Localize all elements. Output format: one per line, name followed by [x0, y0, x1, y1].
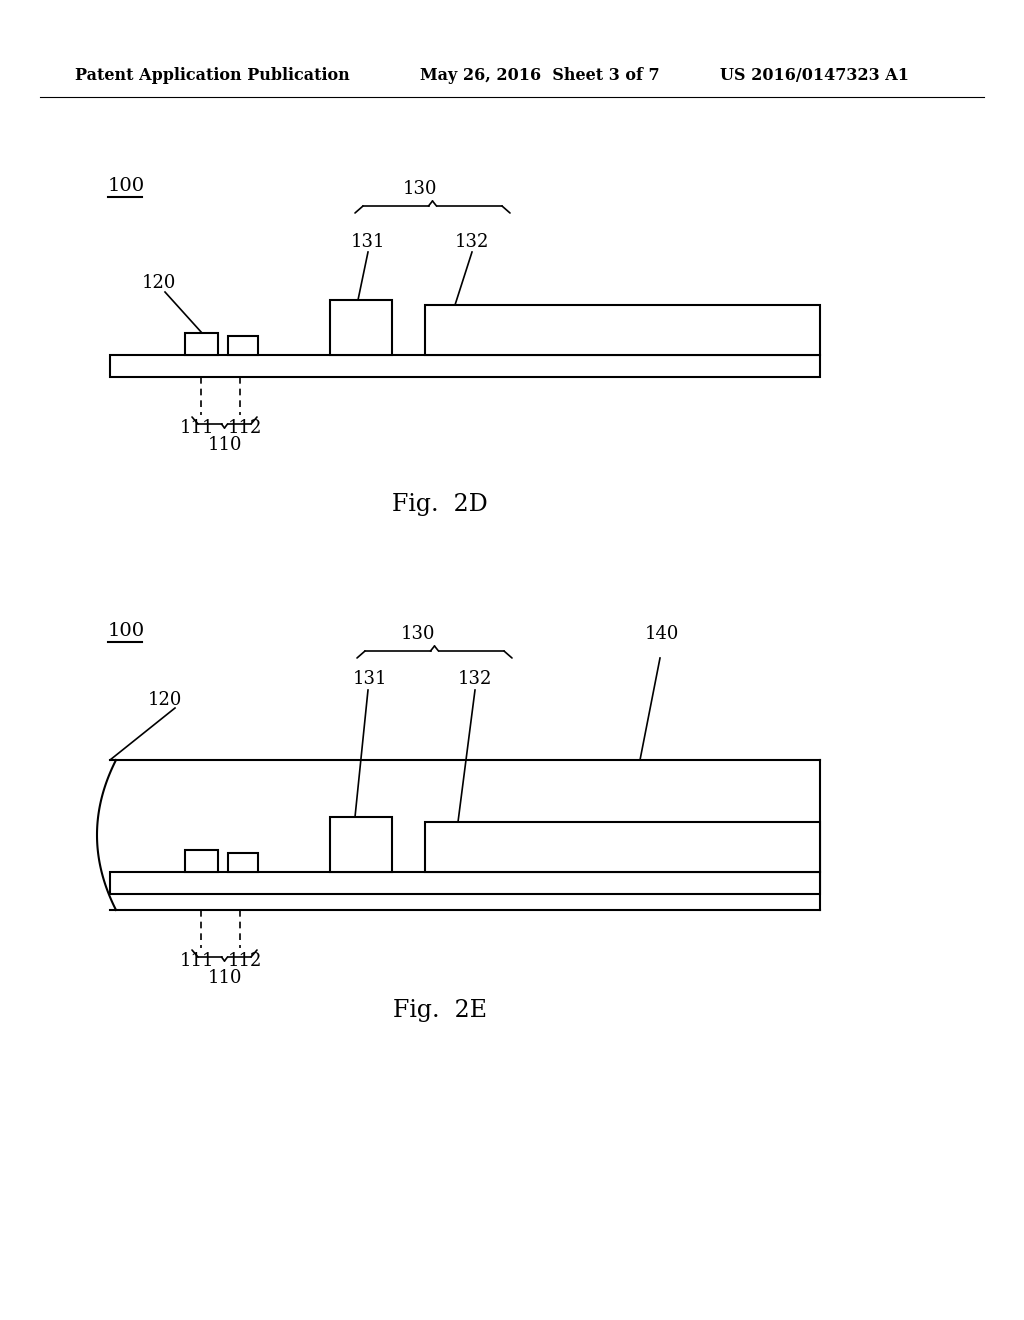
- Text: 130: 130: [402, 180, 437, 198]
- Text: 110: 110: [208, 969, 243, 987]
- Bar: [185, 850, 218, 873]
- Bar: [228, 853, 258, 873]
- Bar: [425, 822, 820, 873]
- Text: May 26, 2016  Sheet 3 of 7: May 26, 2016 Sheet 3 of 7: [420, 66, 659, 83]
- Text: 132: 132: [458, 671, 493, 688]
- Text: Fig.  2E: Fig. 2E: [393, 998, 487, 1022]
- Bar: [425, 305, 820, 355]
- Text: 131: 131: [351, 234, 385, 251]
- Text: 112: 112: [227, 418, 262, 437]
- Text: 120: 120: [148, 690, 182, 709]
- Bar: [330, 817, 392, 873]
- Bar: [185, 333, 218, 355]
- Text: 100: 100: [108, 622, 145, 640]
- Bar: [110, 355, 820, 378]
- Text: Fig.  2D: Fig. 2D: [392, 494, 487, 516]
- Text: 111: 111: [180, 952, 214, 970]
- Text: US 2016/0147323 A1: US 2016/0147323 A1: [720, 66, 909, 83]
- Bar: [110, 873, 820, 894]
- Text: 100: 100: [108, 177, 145, 195]
- Text: 132: 132: [455, 234, 489, 251]
- Text: 120: 120: [142, 275, 176, 292]
- Text: 131: 131: [352, 671, 387, 688]
- Text: 112: 112: [227, 952, 262, 970]
- Text: 110: 110: [208, 436, 243, 454]
- Text: 111: 111: [180, 418, 214, 437]
- Text: 140: 140: [645, 624, 679, 643]
- Bar: [228, 337, 258, 355]
- Text: 130: 130: [400, 624, 435, 643]
- Bar: [330, 300, 392, 355]
- Text: Patent Application Publication: Patent Application Publication: [75, 66, 350, 83]
